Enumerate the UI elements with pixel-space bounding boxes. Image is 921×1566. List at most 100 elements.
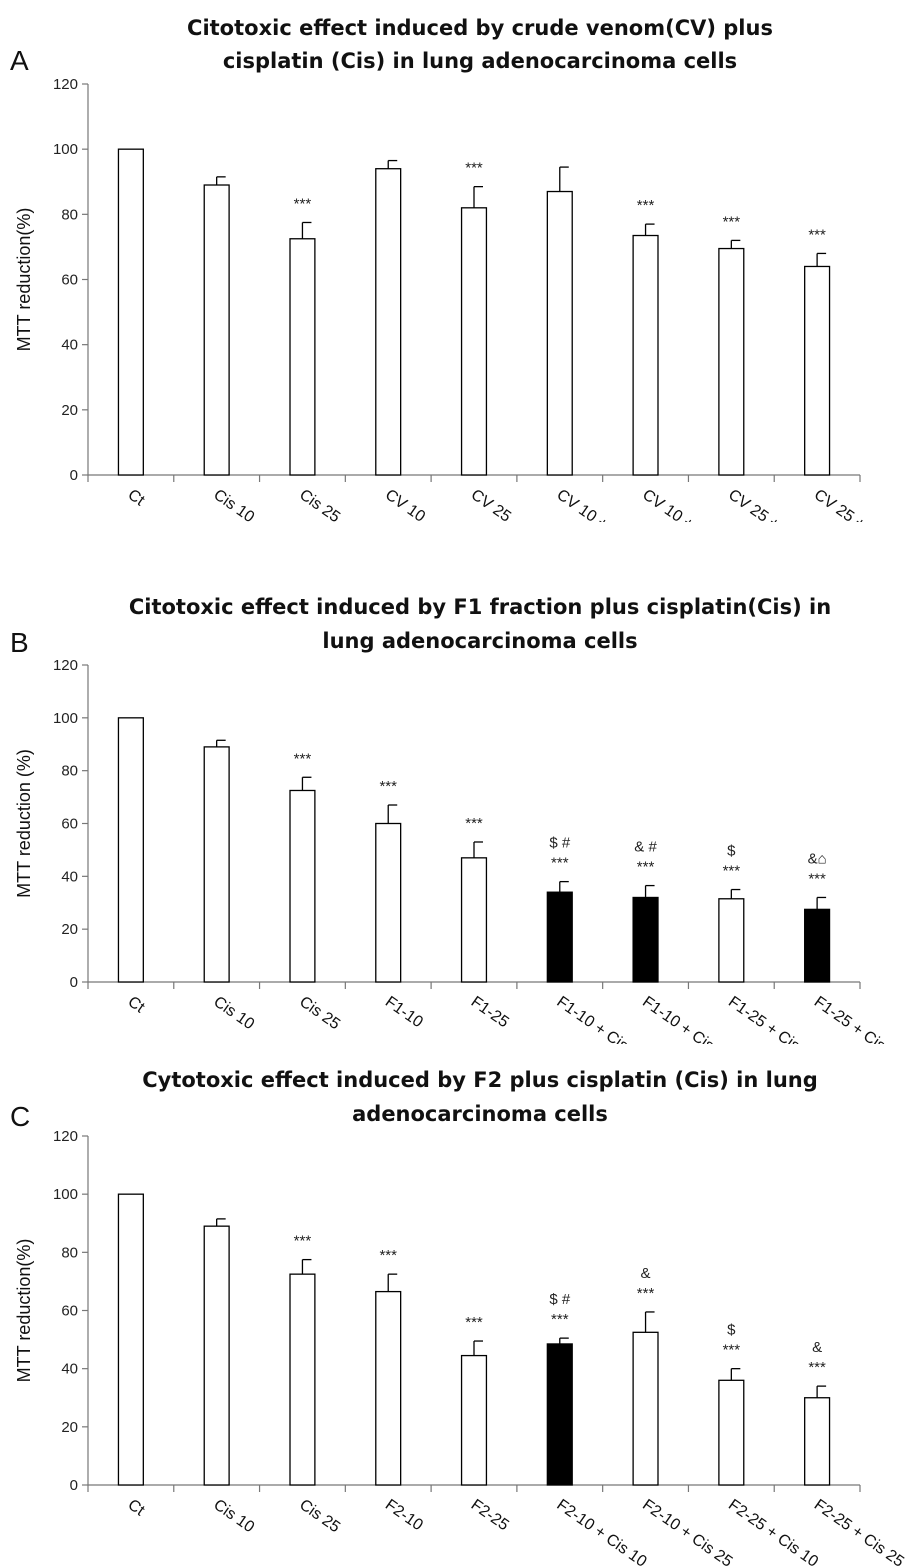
bar xyxy=(203,746,230,983)
x-tick-label: CV 25 xyxy=(468,486,514,522)
y-tick-label: 20 xyxy=(61,402,78,419)
y-tick-label: 20 xyxy=(61,1419,78,1436)
significance-label: *** xyxy=(637,197,655,214)
x-tick-label: F2-25 + Cis 25 xyxy=(811,1496,907,1566)
bar xyxy=(718,1379,745,1486)
y-tick-label: 80 xyxy=(61,1244,78,1261)
y-tick-label: 0 xyxy=(70,1477,78,1494)
bar xyxy=(203,1225,230,1486)
x-tick-label: F1-25 + Cis 25 xyxy=(811,993,907,1044)
x-tick-label: Cis 10 xyxy=(210,993,257,1033)
y-tick-label: 80 xyxy=(61,206,78,223)
bar xyxy=(117,1193,144,1486)
significance-label: *** xyxy=(294,1233,312,1250)
y-tick-label: 60 xyxy=(61,272,78,289)
significance-label: $ xyxy=(727,1322,736,1339)
x-tick-label: F2-10 xyxy=(382,1496,426,1534)
bar xyxy=(546,1343,573,1486)
chart-title-line: Cytotoxic effect induced by F2 plus cisp… xyxy=(142,1068,818,1092)
y-tick-label: 60 xyxy=(61,1303,78,1320)
chart-title-line: cisplatin (Cis) in lung adenocarcinoma c… xyxy=(223,49,737,73)
x-tick-label: F2-10 + Cis 10 xyxy=(553,1496,649,1566)
x-tick-label: F1-10 xyxy=(382,993,426,1031)
significance-label: $ xyxy=(727,843,736,860)
y-axis-label: MTT reduction(%) xyxy=(14,208,34,352)
bar xyxy=(203,184,230,476)
significance-label: & xyxy=(812,1339,822,1356)
bar xyxy=(117,148,144,476)
x-tick-label: F1-10 + Cis 10 xyxy=(553,993,649,1044)
x-tick-label: F2-25 xyxy=(468,1496,512,1534)
significance-label: *** xyxy=(808,1359,826,1376)
chart-panel-b: B Citotoxic effect induced by F1 fraction… xyxy=(0,522,921,1044)
y-tick-label: 0 xyxy=(70,974,78,991)
bar xyxy=(804,908,831,983)
significance-label: $ # xyxy=(549,1291,571,1308)
significance-label: *** xyxy=(465,815,483,832)
x-tick-label: CV 10 + Cis 10 xyxy=(553,486,651,522)
bar xyxy=(117,717,144,983)
panel-letter: A xyxy=(10,45,29,76)
significance-label: *** xyxy=(723,213,741,230)
bar xyxy=(289,238,316,476)
bar xyxy=(289,1273,316,1486)
chart-a-svg: A Citotoxic effect induced by crude venom… xyxy=(10,16,909,522)
x-tick-label: Cis 25 xyxy=(296,993,343,1033)
x-tick-label: CV 10 xyxy=(382,486,428,522)
y-tick-label: 120 xyxy=(53,1128,78,1145)
chart-title-line: Citotoxic effect induced by crude venom(… xyxy=(187,16,773,40)
bar xyxy=(632,234,659,476)
y-tick-label: 80 xyxy=(61,763,78,780)
significance-label: *** xyxy=(379,1247,397,1264)
significance-label: *** xyxy=(551,1311,569,1328)
y-tick-label: 100 xyxy=(53,1186,78,1203)
chart-b-svg: B Citotoxic effect induced by F1 fraction… xyxy=(10,595,907,1044)
x-tick-label: Cis 10 xyxy=(210,486,257,522)
bar xyxy=(375,1290,402,1486)
x-tick-label: F1-25 + Cis 10 xyxy=(725,993,821,1044)
x-tick-label: F1-25 xyxy=(468,993,512,1031)
significance-label: *** xyxy=(808,226,826,243)
bar xyxy=(804,1397,831,1486)
bar xyxy=(460,1354,488,1486)
significance-label: *** xyxy=(723,1342,741,1359)
y-tick-label: 40 xyxy=(61,868,78,885)
significance-label: $ # xyxy=(549,835,571,852)
bar xyxy=(546,891,573,983)
significance-label: *** xyxy=(637,1285,655,1302)
x-tick-label: Cis 25 xyxy=(296,486,343,522)
bar xyxy=(460,857,488,983)
x-tick-label: Cis 25 xyxy=(296,1496,343,1536)
x-tick-label: F1-10 + Cis 25 xyxy=(639,993,735,1044)
chart-title-line: lung adenocarcinoma cells xyxy=(322,629,637,653)
bar xyxy=(632,1331,659,1486)
x-tick-label: Ct xyxy=(125,486,148,509)
y-tick-label: 0 xyxy=(70,467,78,484)
x-tick-label: CV 25 + Cis 25 xyxy=(811,486,909,522)
bar xyxy=(718,247,745,476)
significance-label: & # xyxy=(634,839,657,856)
significance-label: *** xyxy=(551,855,569,872)
significance-label: *** xyxy=(723,863,741,880)
y-tick-label: 120 xyxy=(53,657,78,674)
significance-label: *** xyxy=(637,859,655,876)
bar xyxy=(718,898,745,983)
y-tick-label: 40 xyxy=(61,1361,78,1378)
panel-letter: B xyxy=(10,627,29,658)
x-tick-label: Ct xyxy=(125,993,148,1016)
bar xyxy=(375,168,402,476)
y-axis-label: MTT reduction(%) xyxy=(14,1239,34,1383)
y-tick-label: 20 xyxy=(61,921,78,938)
chart-title-line: Citotoxic effect induced by F1 fraction … xyxy=(129,595,831,619)
y-tick-label: 100 xyxy=(53,141,78,158)
y-tick-label: 120 xyxy=(53,76,78,93)
chart-title-line: adenocarcinoma cells xyxy=(352,1102,608,1126)
bar xyxy=(546,190,573,476)
x-tick-label: CV 25 + Cis 10 xyxy=(725,486,823,522)
significance-label: *** xyxy=(294,195,312,212)
y-tick-label: 40 xyxy=(61,337,78,354)
significance-label: *** xyxy=(465,1314,483,1331)
y-axis-label: MTT reduction (%) xyxy=(14,749,34,898)
significance-label: *** xyxy=(379,778,397,795)
x-tick-label: F2-25 + Cis 10 xyxy=(725,1496,821,1566)
